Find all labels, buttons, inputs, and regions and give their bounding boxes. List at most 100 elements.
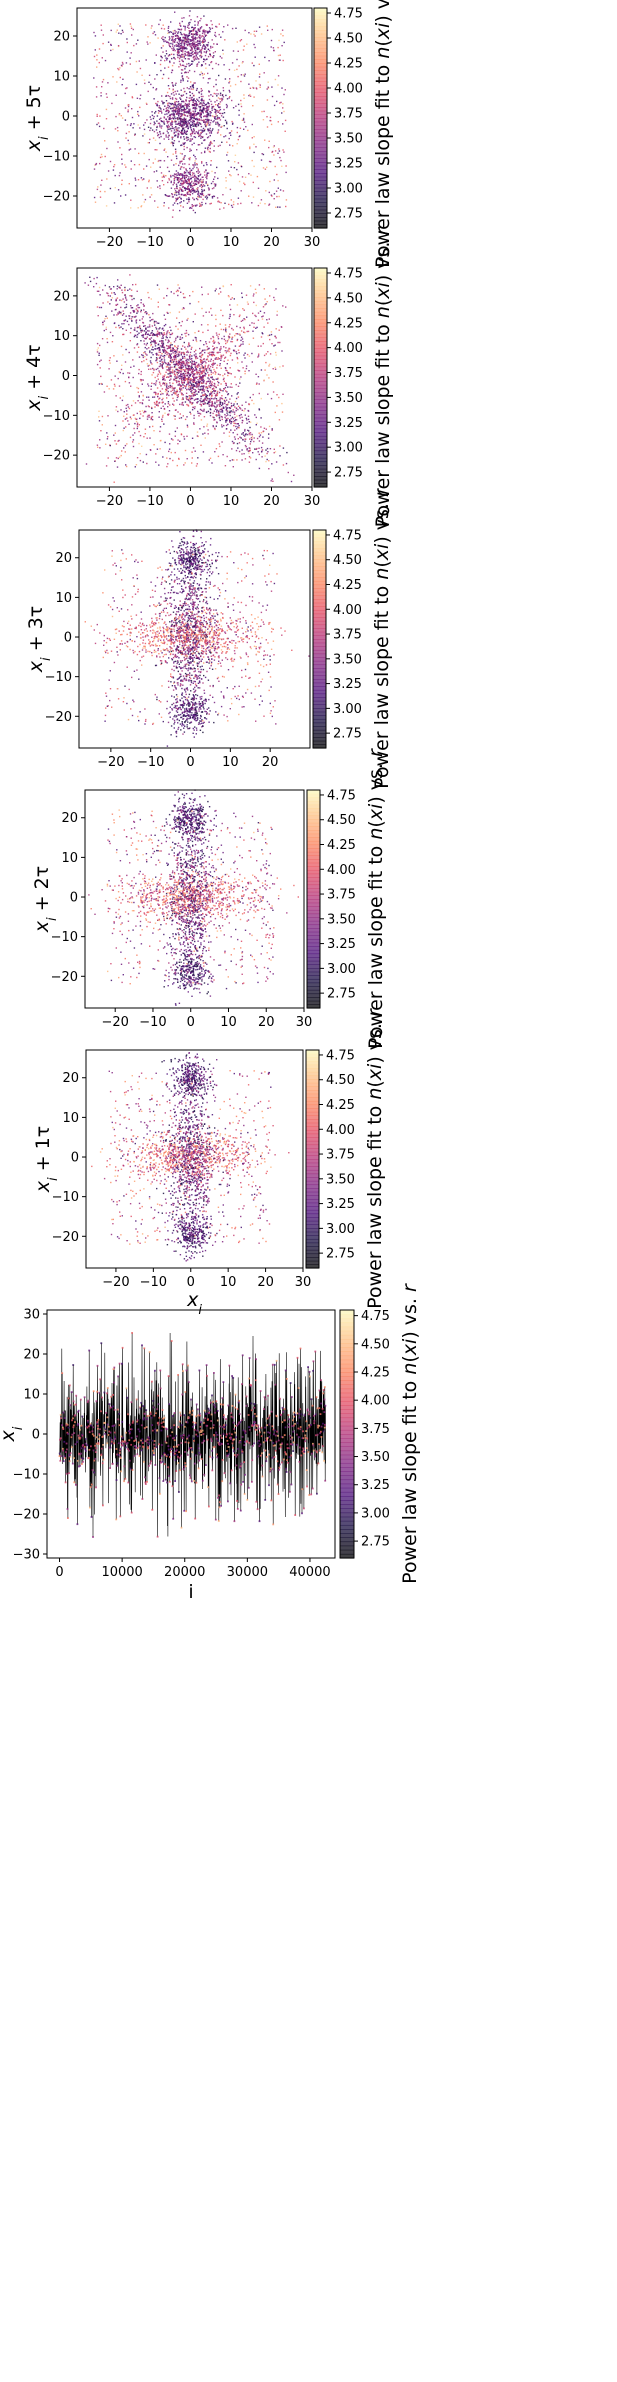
scatter-point <box>188 178 190 181</box>
scatter-point <box>209 400 211 402</box>
scatter-point <box>108 359 111 362</box>
scatter-point <box>208 188 210 190</box>
scatter-point <box>182 118 184 121</box>
scatter-point <box>155 359 158 361</box>
scatter-point <box>168 355 170 357</box>
scatter-point <box>172 91 175 94</box>
scatter-point <box>185 364 187 366</box>
scatter-point <box>230 373 232 375</box>
scatter-point <box>182 55 184 57</box>
scatter-point <box>275 337 277 339</box>
scatter-point <box>225 406 227 408</box>
scatter-point <box>136 333 139 336</box>
scatter-point <box>180 103 182 105</box>
scatter-point <box>109 295 111 297</box>
scatter-point <box>180 348 183 350</box>
scatter-point <box>270 39 273 42</box>
scatter-point <box>240 339 242 342</box>
scatter-point <box>215 93 217 95</box>
scatter-point <box>233 167 236 169</box>
scatter-point <box>194 124 197 126</box>
scatter-point <box>163 314 165 316</box>
scatter-point <box>175 380 178 382</box>
scatter-point <box>203 416 206 418</box>
scatter-point <box>195 365 197 368</box>
scatter-point <box>141 330 144 332</box>
scatter-point <box>188 27 190 29</box>
scatter-point <box>157 343 160 345</box>
scatter-point <box>161 100 163 102</box>
scatter-point <box>157 395 159 398</box>
scatter-point <box>202 95 204 98</box>
scatter-point <box>211 196 214 198</box>
scatter-point <box>200 119 202 121</box>
scatter-point <box>163 122 165 124</box>
scatter-point <box>232 442 235 445</box>
colorbar-tick-label: 4.75 <box>334 7 363 22</box>
scatter-point <box>113 383 116 386</box>
scatter-point <box>247 429 249 431</box>
scatter-point <box>182 185 184 188</box>
scatter-point <box>178 118 181 120</box>
scatter-point <box>175 350 177 353</box>
scatter-point <box>272 391 275 393</box>
scatter-point <box>231 459 234 461</box>
scatter-point <box>183 17 185 19</box>
scatter-point <box>188 34 191 37</box>
scatter-point <box>179 48 181 51</box>
scatter-point <box>196 37 198 39</box>
scatter-point <box>282 447 285 449</box>
scatter-point <box>189 30 191 33</box>
scatter-point <box>193 44 195 47</box>
scatter-point <box>268 433 270 435</box>
scatter-point <box>238 315 241 318</box>
scatter-point <box>138 306 141 309</box>
scatter-point <box>250 440 252 443</box>
scatter-point <box>113 165 115 168</box>
scatter-point <box>140 373 142 376</box>
scatter-point <box>204 174 206 176</box>
scatter-point <box>229 304 231 306</box>
scatter-point <box>186 26 189 28</box>
scatter-point <box>96 115 98 117</box>
scatter-point <box>193 33 195 36</box>
scatter-point <box>167 55 170 57</box>
scatter-point <box>164 67 166 69</box>
scatter-point <box>243 434 245 436</box>
scatter-point <box>211 109 213 111</box>
scatter-point <box>268 377 270 379</box>
scatter-point <box>194 37 197 39</box>
scatter-point <box>204 437 206 439</box>
scatter-point <box>202 107 204 109</box>
scatter-point <box>136 312 138 314</box>
scatter-point <box>280 33 282 35</box>
scatter-point <box>202 381 205 383</box>
scatter-point <box>249 426 251 429</box>
scatter-point <box>181 382 184 384</box>
scatter-point <box>216 26 218 28</box>
scatter-point <box>199 181 201 183</box>
scatter-point <box>205 121 207 123</box>
scatter-point <box>178 322 181 324</box>
scatter-point <box>235 419 238 421</box>
scatter-point <box>215 395 217 397</box>
scatter-point <box>193 142 195 144</box>
scatter-point <box>192 360 194 363</box>
scatter-point <box>205 110 207 113</box>
scatter-point <box>249 285 252 287</box>
scatter-point <box>164 148 166 150</box>
scatter-point <box>198 43 200 45</box>
scatter-point <box>168 110 170 113</box>
scatter-point <box>160 108 162 110</box>
scatter-point <box>188 181 190 183</box>
scatter-point <box>191 33 193 35</box>
scatter-point <box>154 62 156 64</box>
scatter-point <box>120 299 123 302</box>
scatter-point <box>163 160 166 162</box>
scatter-point <box>144 337 146 340</box>
scatter-point <box>160 59 162 62</box>
scatter-point <box>156 353 158 356</box>
scatter-point <box>168 126 170 128</box>
scatter-point <box>188 103 190 105</box>
scatter-point <box>211 385 213 387</box>
